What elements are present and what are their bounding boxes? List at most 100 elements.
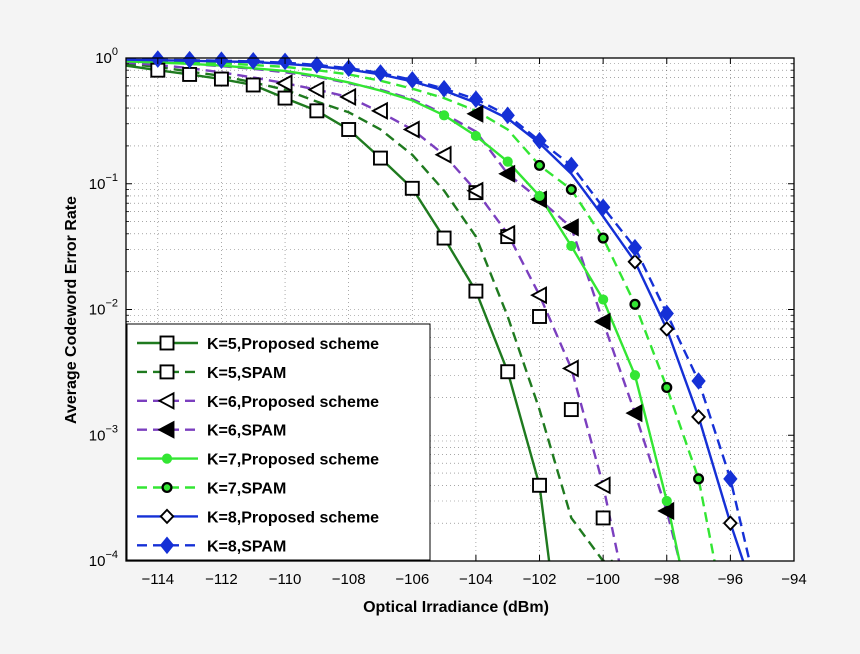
data-point-series-8 xyxy=(468,90,484,109)
y-tick-label: 10−1 xyxy=(89,172,118,193)
y-tick-base: 10 xyxy=(89,427,106,444)
data-point-series-3 xyxy=(561,359,579,378)
data-point-series-4 xyxy=(561,218,579,237)
legend-label: K=8,Proposed scheme xyxy=(207,509,379,526)
y-tick-exponent: −2 xyxy=(105,298,118,310)
data-point-series-8 xyxy=(723,470,738,488)
x-tick-label: −104 xyxy=(459,571,493,588)
data-point-series-1 xyxy=(213,71,229,87)
data-point-series-8 xyxy=(627,238,643,257)
data-point-series-6 xyxy=(693,473,705,485)
data-point-series-1 xyxy=(277,90,293,106)
data-point-series-5 xyxy=(598,294,609,305)
data-point-series-1 xyxy=(341,122,357,137)
data-point-series-8 xyxy=(691,372,706,390)
y-tick-exponent: −4 xyxy=(105,549,118,561)
data-point-series-3 xyxy=(370,101,388,120)
data-point-series-3 xyxy=(402,120,420,139)
data-point-series-6 xyxy=(597,232,609,244)
y-tick-label: 100 xyxy=(95,46,118,67)
data-point-series-8 xyxy=(532,131,547,150)
x-tick-label: −108 xyxy=(332,571,366,588)
data-point-series-6 xyxy=(661,381,673,393)
legend-label: K=8,SPAM xyxy=(207,538,286,555)
data-point-series-1 xyxy=(532,477,547,493)
x-tick-label: −106 xyxy=(395,571,429,588)
legend-box xyxy=(126,323,431,561)
data-point-series-8 xyxy=(373,64,388,82)
data-point-series-1 xyxy=(468,283,484,299)
legend-marker xyxy=(159,364,175,380)
legend-label: K=6,Proposed scheme xyxy=(207,394,379,411)
x-tick-label: −110 xyxy=(269,571,302,588)
data-point-series-1 xyxy=(404,180,420,196)
data-point-series-5 xyxy=(470,130,482,142)
data-point-series-5 xyxy=(502,156,513,167)
data-point-series-6 xyxy=(533,159,546,171)
legend-label: K=6,SPAM xyxy=(207,423,286,440)
series-line-2 xyxy=(126,62,613,561)
legend-marker xyxy=(161,481,173,494)
y-tick-base: 10 xyxy=(95,50,112,67)
data-point-series-8 xyxy=(500,106,515,125)
series-line-6 xyxy=(126,59,716,561)
data-point-series-2 xyxy=(595,510,611,526)
data-point-series-7 xyxy=(691,408,707,425)
legend-label: K=7,Proposed scheme xyxy=(207,452,379,469)
legend-label: K=5,Proposed scheme xyxy=(207,336,379,353)
data-point-series-3 xyxy=(275,74,293,93)
data-point-series-8 xyxy=(405,71,420,89)
data-point-series-8 xyxy=(436,79,452,98)
data-point-series-4 xyxy=(625,404,643,423)
data-point-series-8 xyxy=(564,156,579,175)
data-point-series-2 xyxy=(532,309,547,324)
y-tick-exponent: −1 xyxy=(105,172,118,184)
data-point-series-5 xyxy=(566,240,577,252)
data-point-series-1 xyxy=(309,103,325,119)
data-point-series-7 xyxy=(627,253,643,270)
y-tick-base: 10 xyxy=(89,553,106,570)
legend-marker xyxy=(159,536,175,555)
data-point-series-5 xyxy=(661,495,672,507)
data-point-series-7 xyxy=(722,515,738,532)
y-tick-label: 10−2 xyxy=(89,298,118,319)
data-point-series-8 xyxy=(341,59,356,77)
x-tick-label: −94 xyxy=(781,571,806,588)
data-point-series-6 xyxy=(629,298,641,310)
legend-marker xyxy=(161,453,173,464)
x-tick-label: −100 xyxy=(586,571,620,588)
y-tick-label: 10−3 xyxy=(89,423,118,444)
x-tick-labels: −114 −112 −110 −108 −106 −104 −102 −100 −98 −96 −9… xyxy=(141,571,806,588)
data-point-series-8 xyxy=(595,198,611,217)
data-point-series-4 xyxy=(498,164,516,183)
data-point-series-1 xyxy=(436,230,452,246)
y-tick-exponent: −3 xyxy=(105,423,118,435)
data-point-series-3 xyxy=(593,476,611,495)
data-point-series-2 xyxy=(563,402,579,418)
legend-label: K=5,SPAM xyxy=(207,365,286,382)
data-point-series-6 xyxy=(565,183,577,196)
series-markers xyxy=(150,50,738,532)
data-point-series-3 xyxy=(498,224,516,243)
data-point-series-8 xyxy=(182,50,197,69)
data-point-series-1 xyxy=(373,150,388,166)
y-axis-label: Average Codeword Error Rate xyxy=(63,196,80,424)
data-point-series-5 xyxy=(534,190,545,202)
y-tick-base: 10 xyxy=(89,302,106,319)
legend-marker xyxy=(159,335,175,351)
data-point-series-1 xyxy=(500,364,516,380)
x-tick-label: −114 xyxy=(141,571,174,588)
data-point-series-4 xyxy=(657,501,675,521)
data-point-series-4 xyxy=(593,312,611,331)
y-tick-exponent: 0 xyxy=(112,46,118,58)
legend-marker xyxy=(157,391,175,410)
data-point-series-3 xyxy=(434,145,452,164)
legend: K=5,Proposed scheme K=5,SPAM K=6,Proposed … xyxy=(126,323,431,561)
legend-marker xyxy=(159,508,175,525)
data-point-series-7 xyxy=(659,321,675,337)
grid xyxy=(126,58,794,561)
data-point-series-5 xyxy=(438,110,450,121)
data-point-series-3 xyxy=(339,87,357,107)
data-point-series-1 xyxy=(245,77,261,93)
